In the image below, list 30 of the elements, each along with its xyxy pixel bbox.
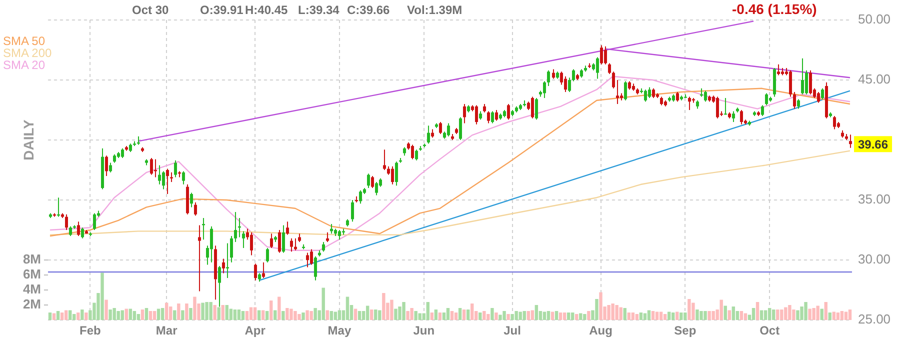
- text: Vol:1.39M: [407, 3, 462, 17]
- x-tick-label: May: [328, 324, 352, 338]
- x-tick-label: Feb: [80, 324, 101, 338]
- text: SMA 50: [3, 34, 46, 48]
- y2-tick-label: 2M: [22, 296, 41, 312]
- y2-tick-label: 6M: [22, 266, 41, 282]
- y2-tick-label: 8M: [22, 252, 41, 267]
- text: H:40.45: [245, 3, 288, 17]
- y-tick-label: 45.00: [858, 72, 891, 87]
- y-tick-label: 35.00: [858, 192, 891, 207]
- text: SMA 200: [3, 46, 52, 60]
- text: Oct 30: [132, 3, 169, 17]
- text: SMA 20: [3, 58, 46, 72]
- y2-tick-label: 4M: [22, 282, 41, 297]
- x-tick-label: Sep: [674, 324, 696, 338]
- text: C:39.66: [347, 3, 390, 17]
- annotation: 39.66: [858, 137, 888, 152]
- text: -0.46 (1.15%): [732, 1, 817, 17]
- text: DAILY: [20, 120, 36, 160]
- x-tick-label: Jul: [504, 324, 521, 338]
- y-tick-label: 50.00: [858, 12, 891, 27]
- x-tick-label: Mar: [156, 324, 178, 338]
- x-tick-label: Aug: [589, 324, 612, 338]
- x-tick-label: Apr: [244, 324, 266, 338]
- x-tick-label: Oct: [760, 324, 780, 338]
- y-tick-label: 30.00: [858, 252, 891, 267]
- y-tick-label: 25.00: [858, 312, 891, 327]
- text: L:39.34: [298, 3, 340, 17]
- text: O:39.91: [200, 3, 244, 17]
- x-tick-label: Jun: [413, 324, 435, 338]
